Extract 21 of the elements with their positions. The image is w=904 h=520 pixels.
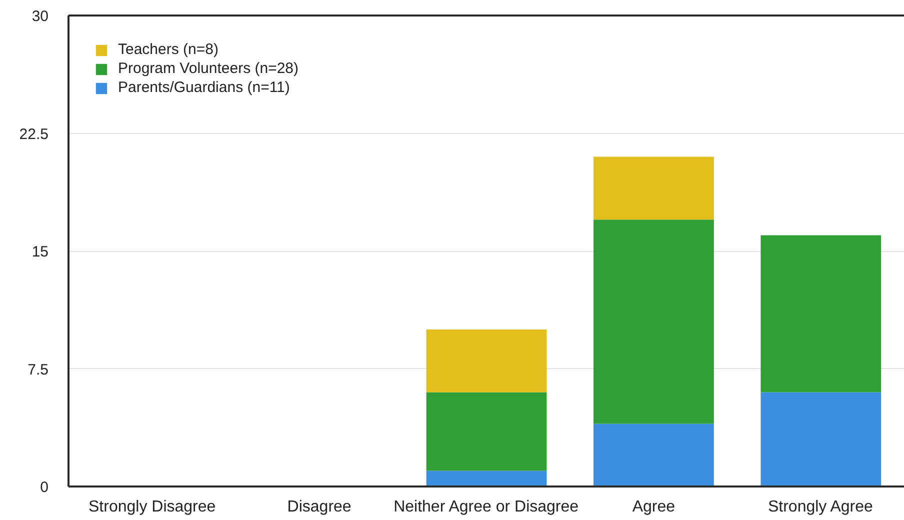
legend-label: Teachers (n=8) bbox=[118, 41, 218, 58]
x-tick-label: Agree bbox=[632, 498, 676, 516]
bar bbox=[426, 330, 547, 392]
y-tick-label: 0 bbox=[40, 479, 48, 496]
bar bbox=[760, 392, 882, 486]
bar bbox=[594, 156, 714, 220]
bar bbox=[594, 424, 714, 486]
y-tick-label: 15 bbox=[32, 244, 49, 260]
x-tick-label: Disagree bbox=[287, 498, 352, 516]
bar bbox=[760, 235, 882, 392]
x-tick-label: Strongly Agree bbox=[768, 498, 874, 516]
legend-label: Parents/Guardians (n=11) bbox=[118, 79, 290, 96]
y-tick-label: 7.5 bbox=[28, 361, 49, 378]
x-tick-label: Neither Agree or Disagree bbox=[394, 498, 579, 516]
bar bbox=[426, 392, 547, 471]
bar bbox=[426, 470, 547, 486]
bar bbox=[594, 220, 714, 424]
y-tick-label: 30 bbox=[32, 8, 49, 25]
legend-label: Program Volunteers (n=28) bbox=[118, 60, 299, 77]
x-tick-label: Strongly Disagree bbox=[88, 498, 216, 516]
y-tick-label: 22.5 bbox=[19, 126, 49, 143]
